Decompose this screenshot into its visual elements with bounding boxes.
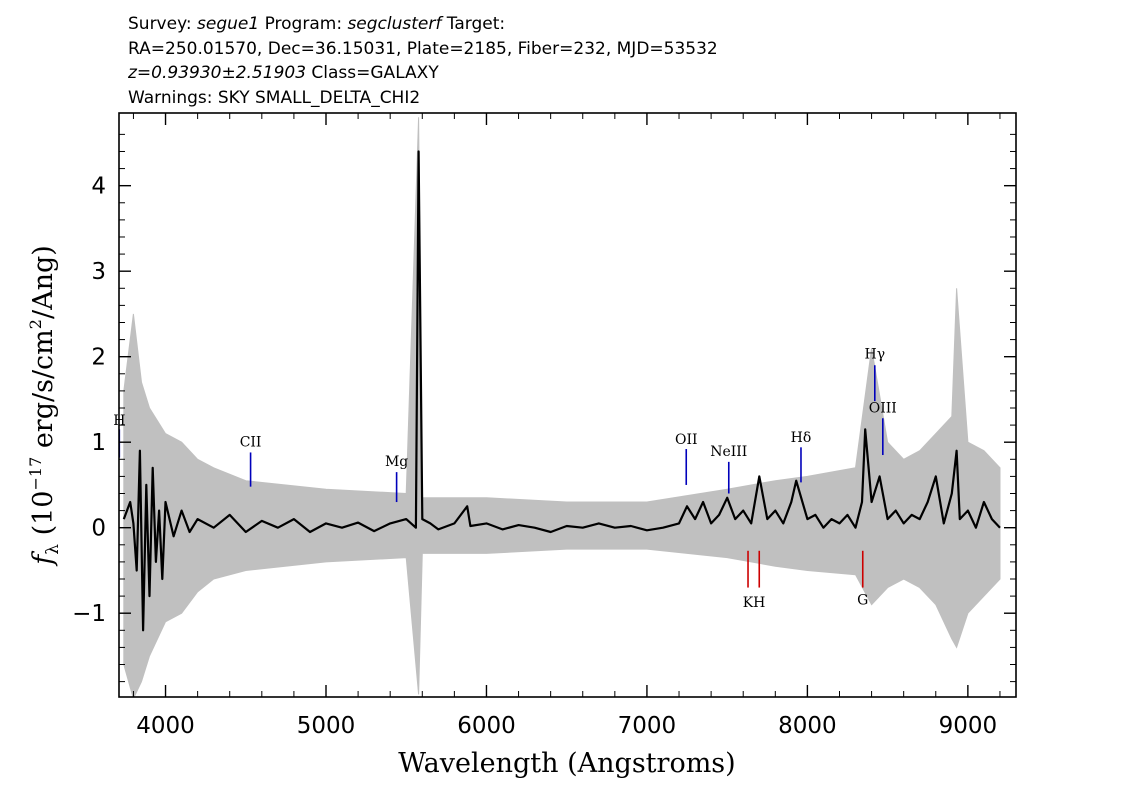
target-prefix: Target: — [441, 14, 506, 34]
program-name: segclusterf — [347, 14, 442, 34]
emission-line-label: Hδ — [791, 430, 812, 446]
absorption-line-label: K — [743, 595, 754, 611]
y-tick-label: 2 — [91, 345, 106, 371]
emission-line-label: Mg — [385, 454, 408, 470]
x-tick-label: 8000 — [778, 713, 837, 739]
x-tick-label: 6000 — [457, 713, 516, 739]
header-line-coords: RA=250.01570, Dec=36.15031, Plate=2185, … — [128, 38, 718, 59]
x-tick-label: 7000 — [618, 713, 677, 739]
plot-frame — [118, 112, 1017, 698]
header-line-survey: Survey: segue1 Program: segclusterf Targ… — [128, 12, 718, 37]
error-envelope — [123, 117, 1001, 697]
y-tick-label: 4 — [91, 174, 106, 200]
error-band — [123, 117, 1001, 697]
spectrum-header: Survey: segue1 Program: segclusterf Targ… — [128, 12, 718, 110]
x-tick-label: 5000 — [297, 713, 356, 739]
y-tick-label: 0 — [91, 516, 106, 542]
header-line-redshift: z=0.93930±2.51903 Class=GALAXY — [128, 61, 718, 86]
survey-name: segue1 — [197, 14, 260, 34]
emission-line-label: OIII — [869, 400, 897, 416]
emission-line-label: CII — [240, 434, 262, 450]
x-axis-title: Wavelength (Angstroms) — [398, 748, 735, 779]
y-tick-label: 1 — [91, 430, 106, 456]
y-axis-title: fλ (10−17 erg/s/cm2/Ang) — [26, 245, 63, 567]
y-tick-label: −1 — [72, 601, 106, 627]
flux-series — [122, 150, 1001, 632]
emission-line-label: OII — [675, 432, 698, 448]
program-prefix: Program: — [259, 14, 348, 34]
absorption-line-label: H — [753, 595, 765, 611]
class-value: Class=GALAXY — [306, 63, 439, 83]
x-tick-label: 4000 — [136, 713, 195, 739]
redshift-value: z=0.93930±2.51903 — [128, 63, 307, 83]
emission-line-label: NeIII — [710, 444, 747, 460]
axis-ticks: 4000 5000 6000 7000 8000 9000 −1 0 1 2 3 4 — [72, 113, 1016, 739]
y-tick-label: 3 — [91, 259, 106, 285]
header-line-warnings: Warnings: SKY SMALL_DELTA_CHI2 — [128, 87, 421, 108]
flux-line — [122, 150, 1001, 632]
x-tick-label: 9000 — [939, 713, 998, 739]
absorption-line-label: G — [857, 593, 868, 609]
emission-line-label: Hγ — [865, 346, 886, 362]
survey-prefix: Survey: — [128, 14, 198, 34]
